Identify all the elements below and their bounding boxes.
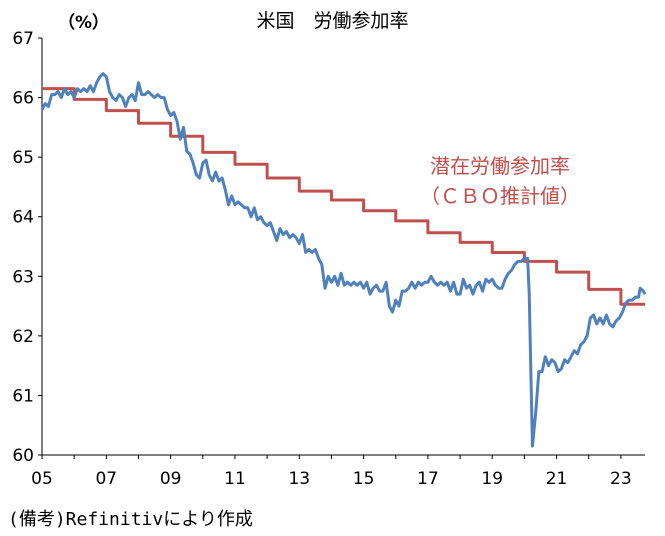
y-tick-label: 62 [12,327,34,347]
axes [41,38,645,456]
x-tick-label: 23 [610,469,632,489]
y-tick-label: 60 [12,446,34,466]
x-tick-label: 21 [546,469,568,489]
x-tick-label: 13 [288,469,310,489]
y-tick-label: 67 [12,29,34,49]
x-tick-label: 19 [481,469,503,489]
participation-rate-series-line [40,72,647,448]
annotation-line2: （ＣＢＯ推計値） [420,184,580,208]
y-tick-label: 66 [12,89,34,109]
x-tick-label: 07 [95,469,117,489]
y-tick-label: 65 [12,148,34,168]
x-tick-label: 17 [417,469,439,489]
x-tick-label: 05 [31,469,53,489]
series [40,72,647,448]
x-tick-label: 11 [224,469,246,489]
ticks: 60 61 62 63 64 65 66 67 05 07 09 11 13 15 17 19 21 23 [12,29,631,489]
cbo-potential-series-line [42,87,645,306]
y-axis-unit: （%） [58,13,110,33]
y-tick-label: 63 [12,267,34,287]
x-tick-label: 15 [353,469,375,489]
annotation-line1: 潜在労働参加率 [430,154,570,178]
source-note: (備考)Refinitivにより作成 [8,509,253,530]
x-tick-label: 09 [160,469,182,489]
chart-title: 米国 労働参加率 [256,10,409,32]
y-tick-label: 61 [12,386,34,406]
y-tick-label: 64 [12,208,34,228]
